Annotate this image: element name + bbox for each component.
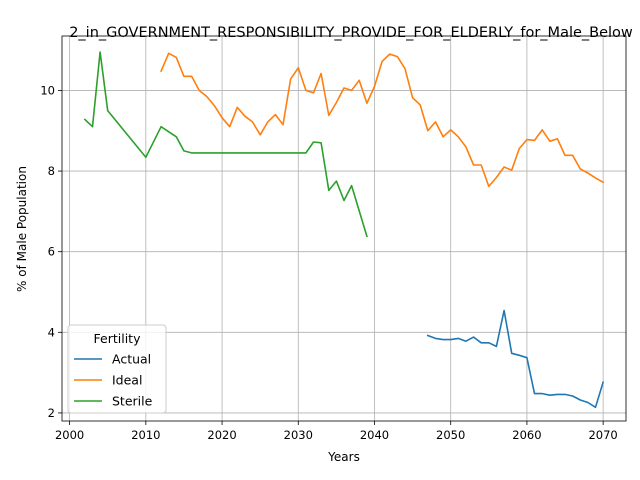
x-axis: 2000 2010 2020 2030 2040 2050 2060 2070	[55, 421, 618, 442]
x-tick-label: 2010	[131, 428, 160, 442]
chart-title: 2_in_GOVERNMENT_RESPONSIBILITY_PROVIDE_F…	[69, 25, 633, 41]
legend-label: Sterile	[112, 394, 153, 409]
x-tick-label: 2070	[588, 428, 617, 442]
y-axis: 2 4 6 8 10	[40, 83, 62, 420]
series-line-ideal	[160, 52, 605, 188]
legend-box	[67, 324, 167, 414]
legend: Fertility Actual Ideal Sterile	[67, 324, 167, 414]
y-tick-label: 4	[48, 325, 55, 339]
series-line-sterile	[83, 51, 368, 238]
x-tick-label: 2040	[360, 428, 389, 442]
y-tick-label: 2	[48, 406, 55, 420]
legend-items: Actual Ideal Sterile	[74, 352, 153, 409]
y-tick-label: 8	[48, 164, 55, 178]
x-tick-label: 2000	[55, 428, 84, 442]
series-line-actual	[426, 309, 605, 409]
x-tick-label: 2050	[436, 428, 465, 442]
x-axis-label: Years	[327, 450, 360, 464]
legend-title: Fertility	[94, 331, 142, 346]
legend-label: Actual	[112, 352, 151, 367]
legend-label: Ideal	[112, 373, 142, 388]
y-tick-label: 6	[48, 245, 55, 259]
plot-frame	[61, 35, 627, 422]
x-tick-label: 2060	[512, 428, 541, 442]
series-layer	[83, 51, 605, 409]
x-tick-label: 2020	[207, 428, 236, 442]
y-axis-label: % of Male Population	[15, 166, 29, 292]
x-tick-label: 2030	[284, 428, 313, 442]
y-tick-label: 10	[40, 83, 55, 97]
